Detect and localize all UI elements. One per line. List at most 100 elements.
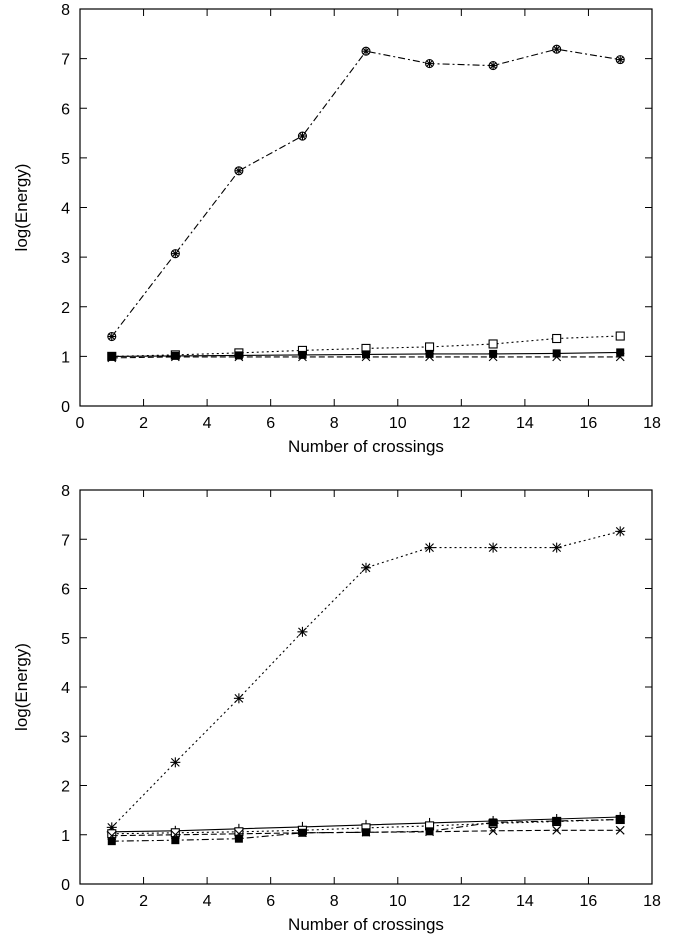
x-tick-label: 12 [452,415,470,432]
data-point [616,348,625,357]
data-point [488,61,498,71]
y-tick-label: 1 [61,828,70,845]
x-axis-label: Number of crossings [288,915,444,934]
data-point [170,757,181,768]
data-point [616,815,625,824]
data-point [425,352,434,362]
x-tick-label: 10 [389,415,407,432]
x-axis-label: Number of crossings [288,437,444,456]
y-tick-label: 7 [61,52,70,69]
y-tick-label: 2 [61,300,70,317]
data-point [425,349,434,358]
x-tick-label: 18 [643,415,661,432]
data-point [297,131,307,141]
series-1 [107,44,625,342]
data-point [552,44,562,54]
x-tick-label: 4 [203,893,212,910]
data-point [107,831,117,841]
series-3 [107,348,625,361]
data-point [234,352,244,362]
y-tick-label: 8 [61,2,70,19]
data-point [615,55,625,65]
data-point [107,353,117,363]
y-tick-label: 0 [61,877,70,894]
x-tick-label: 16 [580,415,598,432]
data-point [488,339,498,349]
data-point [170,352,180,362]
series-4 [107,352,625,363]
data-point [489,818,498,827]
data-point [361,827,371,837]
data-point [425,827,434,837]
series-line [111,530,621,828]
data-point [234,829,244,839]
x-tick-label: 8 [330,415,339,432]
x-tick-label: 16 [580,893,598,910]
data-point [107,837,116,846]
y-tick-label: 0 [61,399,70,416]
y-tick-label: 7 [61,532,70,549]
data-point [552,825,562,835]
data-point [298,350,307,359]
x-tick-label: 14 [516,893,534,910]
x-tick-label: 14 [516,415,534,432]
y-axis-label: log(Energy) [12,643,31,731]
data-point [424,542,435,553]
data-point [488,826,498,836]
data-point [171,351,180,360]
data-point [170,249,180,259]
data-point [362,350,370,359]
data-point [488,352,498,362]
data-point [233,693,244,704]
data-point [361,352,371,362]
data-point [615,526,626,537]
data-point [552,816,561,825]
y-tick-label: 6 [61,101,70,118]
x-tick-label: 6 [266,893,275,910]
data-point [361,562,371,573]
series-1 [106,526,626,833]
y-tick-label: 5 [61,151,70,168]
data-point [425,59,435,69]
series-line [111,48,621,337]
x-tick-label: 12 [452,893,470,910]
data-point [615,825,625,835]
series-line [111,818,621,842]
data-point [489,349,498,358]
data-point [297,626,308,637]
data-point [615,352,625,362]
data-point [234,827,244,837]
data-point [552,333,562,344]
y-tick-label: 3 [61,729,70,746]
y-tick-label: 1 [61,349,70,366]
y-tick-label: 5 [61,631,70,648]
data-point [298,352,307,362]
data-point [234,166,244,176]
data-point [552,352,562,362]
y-tick-label: 4 [61,680,70,697]
series-5 [107,825,625,841]
data-point [551,542,562,553]
data-point [488,542,499,553]
data-point [234,351,243,360]
x-tick-label: 6 [266,415,275,432]
y-tick-label: 8 [61,483,70,500]
data-point [107,331,117,342]
x-tick-label: 18 [643,893,661,910]
data-point [425,342,435,352]
x-tick-label: 8 [330,893,339,910]
y-tick-label: 2 [61,779,70,796]
x-tick-label: 0 [76,415,85,432]
data-point [298,828,307,838]
x-tick-label: 10 [389,893,407,910]
x-tick-label: 2 [139,893,148,910]
data-point [170,830,180,840]
data-point [552,349,561,358]
data-point [170,828,180,838]
data-point [107,829,117,839]
data-point [171,836,180,845]
x-tick-label: 4 [203,415,212,432]
